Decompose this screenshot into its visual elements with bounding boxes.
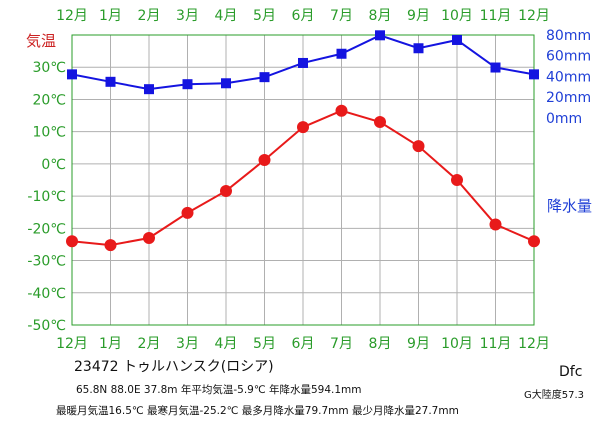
precipitation-point bbox=[144, 84, 154, 95]
bottom-month-label: 11月 bbox=[480, 336, 512, 352]
precipitation-point bbox=[105, 76, 116, 87]
top-month-label: 11月 bbox=[480, 8, 512, 24]
station-stats-line-2: 最暖月気温16.5℃ 最寒月気温-25.2℃ 最多月降水量79.7mm 最少月降… bbox=[56, 405, 459, 417]
precipitation-tick-label: 80mm bbox=[546, 28, 591, 44]
bottom-month-label: 10月 bbox=[441, 336, 473, 352]
bottom-month-label: 5月 bbox=[253, 336, 276, 352]
temperature-tick-label: -50℃ bbox=[27, 318, 66, 334]
precipitation-point bbox=[259, 72, 270, 83]
temperature-point bbox=[335, 104, 348, 117]
temperature-tick-label: 0℃ bbox=[41, 157, 66, 173]
temperature-point bbox=[412, 140, 425, 153]
temperature-tick-label: -30℃ bbox=[27, 254, 66, 270]
precipitation-tick-label: 40mm bbox=[546, 69, 591, 85]
temperature-point bbox=[258, 154, 271, 167]
temperature-point bbox=[66, 235, 78, 248]
top-month-labels: 12月 1月 2月 3月 4月 5月 6月 7月 8月 9月 10月 11月 12月 bbox=[56, 8, 550, 24]
bottom-month-label: 1月 bbox=[99, 336, 122, 352]
bottom-month-label: 12月 bbox=[518, 336, 550, 352]
top-month-label: 7月 bbox=[330, 8, 353, 24]
temperature-point bbox=[143, 232, 155, 244]
top-month-label: 8月 bbox=[369, 8, 392, 24]
top-month-label: 10月 bbox=[441, 8, 473, 24]
bottom-month-label: 4月 bbox=[215, 336, 238, 352]
temperature-point bbox=[104, 239, 117, 252]
bottom-month-labels: 12月 1月 2月 3月 4月 5月 6月 7月 8月 9月 10月 11月 12月 bbox=[56, 336, 550, 352]
bottom-month-label: 6月 bbox=[292, 336, 315, 352]
temperature-point bbox=[528, 235, 540, 248]
temperature-tick-label: 30℃ bbox=[32, 60, 66, 76]
precipitation-point bbox=[452, 34, 462, 45]
temperature-point bbox=[489, 218, 502, 231]
precipitation-point bbox=[298, 57, 308, 68]
top-month-label: 9月 bbox=[407, 8, 430, 24]
grid-lines bbox=[72, 35, 534, 325]
station-stats-line-1: 65.8N 88.0E 37.8m 年平均気温-5.9℃ 年降水量594.1mm bbox=[76, 384, 362, 396]
temperature-tick-label: -10℃ bbox=[27, 189, 66, 205]
temperature-axis-title: 気温 bbox=[26, 32, 56, 50]
bottom-month-label: 9月 bbox=[407, 336, 430, 352]
precipitation-tick-label: 60mm bbox=[546, 49, 591, 65]
precipitation-point bbox=[182, 79, 193, 90]
top-month-label: 1月 bbox=[99, 8, 122, 24]
precipitation-point bbox=[336, 48, 347, 59]
precipitation-point bbox=[67, 69, 77, 80]
series-layer bbox=[66, 30, 540, 252]
bottom-month-label: 2月 bbox=[138, 336, 161, 352]
precipitation-point bbox=[413, 43, 424, 54]
precipitation-point bbox=[529, 69, 539, 80]
temperature-point bbox=[181, 206, 194, 219]
top-month-label: 5月 bbox=[253, 8, 276, 24]
temperature-tick-label: 20℃ bbox=[32, 92, 66, 108]
plot-frame bbox=[71, 34, 535, 326]
bottom-month-label: 12月 bbox=[56, 336, 88, 352]
precipitation-point bbox=[490, 62, 501, 73]
temperature-point bbox=[374, 116, 386, 128]
continentality-index: G大陸度57.3 bbox=[524, 390, 585, 401]
top-month-label: 12月 bbox=[518, 8, 550, 24]
precipitation-tick-label: 0mm bbox=[546, 111, 582, 127]
precipitation-point bbox=[221, 78, 231, 89]
precipitation-axis-title: 降水量 bbox=[547, 197, 592, 215]
temperature-tick-label: -40℃ bbox=[27, 286, 66, 302]
precipitation-point bbox=[375, 30, 385, 41]
bottom-month-label: 7月 bbox=[330, 336, 353, 352]
top-month-label: 4月 bbox=[215, 8, 238, 24]
top-month-label: 12月 bbox=[56, 8, 88, 24]
temperature-tick-label: -20℃ bbox=[27, 221, 66, 237]
temperature-point bbox=[297, 121, 309, 134]
temperature-point bbox=[220, 184, 232, 197]
top-month-label: 6月 bbox=[292, 8, 315, 24]
station-name: 23472 トゥルハンスク(ロシア) bbox=[74, 359, 274, 375]
precipitation-tick-label: 20mm bbox=[546, 90, 591, 106]
top-month-label: 2月 bbox=[138, 8, 161, 24]
bottom-month-label: 8月 bbox=[369, 336, 392, 352]
koppen-climate-class: Dfc bbox=[559, 364, 583, 380]
precipitation-axis-ticks: 80mm 60mm 40mm 20mm 0mm bbox=[546, 28, 591, 127]
bottom-month-label: 3月 bbox=[176, 336, 199, 352]
temperature-axis-ticks: 30℃ 20℃ 10℃ 0℃ -10℃ -20℃ -30℃ -40℃ -50℃ bbox=[27, 60, 66, 334]
temperature-point bbox=[451, 174, 463, 186]
top-month-label: 3月 bbox=[176, 8, 199, 24]
temperature-tick-label: 10℃ bbox=[32, 125, 66, 141]
